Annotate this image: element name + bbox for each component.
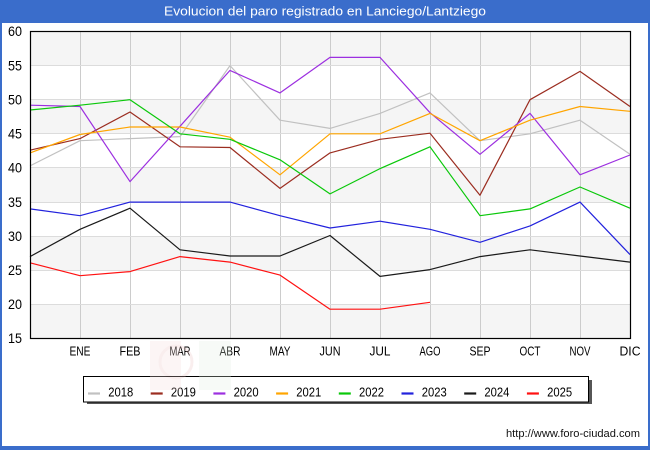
svg-text:JUN: JUN	[320, 344, 341, 359]
svg-text:ABR: ABR	[220, 344, 241, 359]
svg-text:45: 45	[8, 127, 22, 142]
svg-text:AGO: AGO	[420, 344, 441, 359]
svg-text:NOV: NOV	[570, 344, 591, 359]
svg-text:2018: 2018	[108, 385, 133, 400]
svg-text:FEB: FEB	[120, 344, 141, 359]
svg-text:2022: 2022	[359, 385, 384, 400]
svg-text:55: 55	[8, 58, 22, 73]
svg-text:OCT: OCT	[520, 344, 541, 359]
svg-text:http://www.foro-ciudad.com: http://www.foro-ciudad.com	[506, 428, 640, 440]
svg-text:ENE: ENE	[70, 344, 91, 359]
svg-text:30: 30	[8, 229, 22, 244]
svg-text:40: 40	[8, 161, 22, 176]
svg-text:15: 15	[8, 331, 22, 346]
svg-text:DIC: DIC	[620, 344, 641, 359]
svg-text:2021: 2021	[296, 385, 321, 400]
svg-text:35: 35	[8, 195, 22, 210]
svg-text:25: 25	[8, 263, 22, 278]
svg-text:MAR: MAR	[170, 344, 191, 359]
svg-text:Evolucion del paro registrado: Evolucion del paro registrado en Lancieg…	[164, 4, 486, 19]
svg-text:2025: 2025	[547, 385, 572, 400]
svg-text:60: 60	[8, 24, 22, 39]
svg-text:50: 50	[8, 92, 22, 107]
svg-text:2019: 2019	[171, 385, 196, 400]
svg-text:2023: 2023	[422, 385, 447, 400]
svg-text:2020: 2020	[234, 385, 259, 400]
svg-text:MAY: MAY	[270, 344, 291, 359]
svg-text:JUL: JUL	[370, 344, 391, 359]
svg-text:20: 20	[8, 297, 22, 312]
svg-text:SEP: SEP	[470, 344, 491, 359]
svg-text:2024: 2024	[484, 385, 509, 400]
